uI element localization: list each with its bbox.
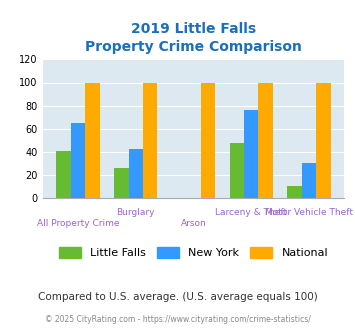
Bar [143, 82, 157, 198]
Text: All Property Crime: All Property Crime [37, 219, 119, 228]
Text: Arson: Arson [181, 219, 206, 228]
Bar [56, 150, 71, 198]
Bar [114, 168, 129, 198]
Bar [244, 110, 258, 198]
Bar [201, 82, 215, 198]
Bar [302, 163, 316, 198]
Text: Larceny & Theft: Larceny & Theft [215, 208, 287, 217]
Legend: Little Falls, New York, National: Little Falls, New York, National [55, 242, 332, 263]
Bar [287, 186, 302, 198]
Title: 2019 Little Falls
Property Crime Comparison: 2019 Little Falls Property Crime Compari… [85, 22, 302, 54]
Text: © 2025 CityRating.com - https://www.cityrating.com/crime-statistics/: © 2025 CityRating.com - https://www.city… [45, 315, 310, 324]
Bar [230, 143, 244, 198]
Bar [316, 82, 331, 198]
Text: Motor Vehicle Theft: Motor Vehicle Theft [265, 208, 353, 217]
Bar [71, 123, 85, 198]
Bar [258, 82, 273, 198]
Bar [85, 82, 100, 198]
Bar [129, 149, 143, 198]
Text: Burglary: Burglary [116, 208, 155, 217]
Text: Compared to U.S. average. (U.S. average equals 100): Compared to U.S. average. (U.S. average … [38, 292, 317, 302]
